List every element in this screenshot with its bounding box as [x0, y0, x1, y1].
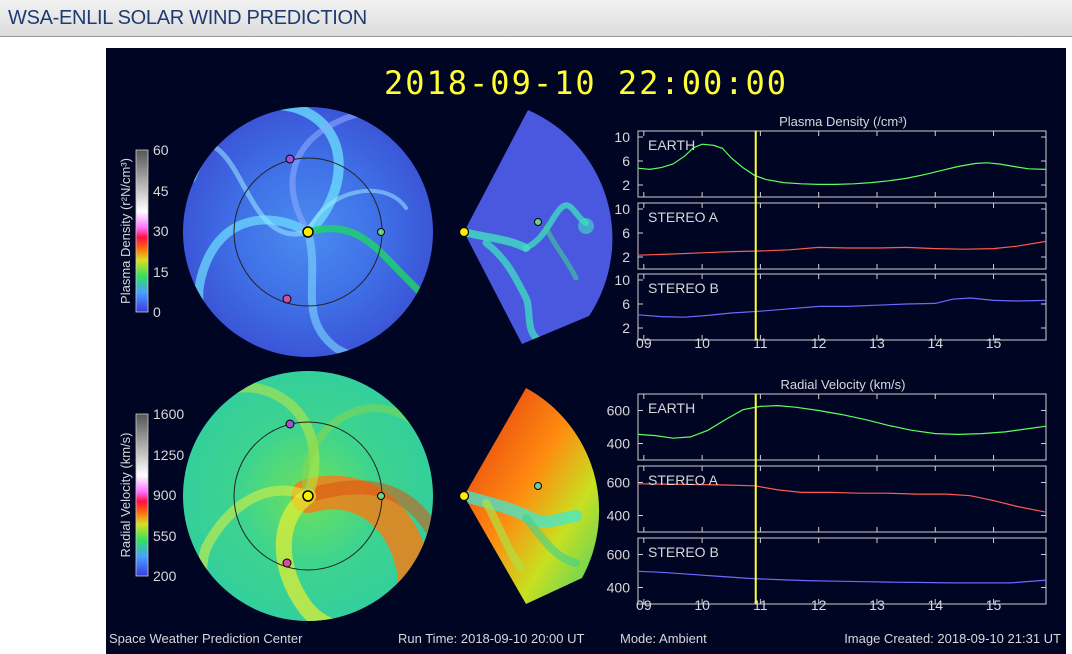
timeseries-charts: 10 6 2 EARTH 10 6 2 STEREO A 10 6 2 STEREO B 09 10 11 1… — [607, 129, 1047, 613]
footer-mode: Mode: Ambient — [620, 631, 707, 646]
y-tick-label: 2 — [622, 177, 630, 193]
x-tick-label: 09 — [636, 597, 652, 613]
density-colorbar-label: Plasma Density (r²N/cm³) — [118, 158, 133, 304]
x-tick-label: 10 — [694, 597, 710, 613]
y-tick-label: 2 — [622, 320, 630, 336]
stereo-b-marker — [282, 294, 292, 304]
series-label: STEREO B — [648, 544, 719, 560]
footer-agency: Space Weather Prediction Center — [109, 631, 303, 646]
x-tick-label: 13 — [869, 335, 885, 351]
x-tick-label: 13 — [869, 597, 885, 613]
timestamp: 2018-09-10 22:00:00 — [384, 64, 788, 102]
density-meridional-wedge — [458, 110, 613, 344]
y-tick-label: 400 — [607, 508, 631, 524]
x-tick-label: 14 — [927, 335, 943, 351]
velocity-colorbar: Radial Velocity (km/s) 1600 1250 900 550… — [118, 406, 184, 584]
x-tick-label: 11 — [753, 597, 768, 613]
series-line-earth — [637, 143, 1047, 185]
density-colorbar: Plasma Density (r²N/cm³) 60 45 30 15 0 — [118, 142, 169, 320]
y-tick-label: 2 — [622, 249, 630, 265]
velocity-ecliptic-disk — [183, 371, 433, 621]
y-tick-label: 600 — [607, 475, 631, 491]
series-line-stereo-b — [637, 297, 1047, 318]
earth-marker — [377, 228, 385, 236]
x-tick-label: 12 — [811, 335, 827, 351]
page-title: WSA-ENLIL SOLAR WIND PREDICTION — [8, 7, 367, 29]
density-chart-title: Plasma Density (/cm³) — [779, 114, 907, 129]
y-tick-label: 10 — [614, 272, 630, 288]
earth-marker — [377, 492, 385, 500]
stereo-b-marker — [282, 558, 292, 568]
velocity-colorbar-label: Radial Velocity (km/s) — [118, 433, 133, 558]
chart-panel-frame — [637, 465, 1047, 533]
sun-marker — [302, 490, 314, 502]
y-tick-label: 6 — [622, 225, 630, 241]
chart-panel-frame — [637, 130, 1047, 198]
y-tick-label: 6 — [622, 153, 630, 169]
series-line-stereo-b — [637, 570, 1047, 584]
stereo-a-marker — [285, 154, 295, 164]
chart-panel-frame — [637, 537, 1047, 605]
velocity-tick: 550 — [153, 528, 177, 544]
density-tick: 30 — [153, 223, 169, 239]
x-tick-label: 15 — [986, 597, 1002, 613]
prediction-image: 2018-09-10 22:00:00 Plasma Density (r²N/… — [106, 48, 1066, 654]
y-tick-label: 6 — [622, 296, 630, 312]
header-bar: WSA-ENLIL SOLAR WIND PREDICTION — [0, 0, 1072, 37]
series-label: STEREO A — [648, 472, 719, 488]
y-tick-label: 10 — [614, 129, 630, 145]
series-label: STEREO B — [648, 280, 719, 296]
prediction-svg: 2018-09-10 22:00:00 Plasma Density (r²N/… — [109, 64, 1061, 646]
y-tick-label: 600 — [607, 403, 631, 419]
footer-image-created: Image Created: 2018-09-10 21:31 UT — [844, 631, 1061, 646]
stereo-a-marker — [285, 419, 295, 429]
x-tick-label: 10 — [694, 335, 710, 351]
density-tick: 60 — [153, 142, 169, 158]
series-line-stereo-a — [637, 483, 1047, 513]
density-tick: 0 — [153, 304, 161, 320]
series-label: EARTH — [648, 400, 695, 416]
x-tick-label: 09 — [636, 335, 652, 351]
velocity-tick: 1250 — [153, 447, 184, 463]
footer-run-time: Run Time: 2018-09-10 20:00 UT — [398, 631, 584, 646]
density-tick: 45 — [153, 183, 169, 199]
series-line-earth — [637, 404, 1047, 439]
velocity-meridional-wedge — [458, 388, 600, 604]
x-tick-label: 11 — [753, 335, 768, 351]
chart-panel-frame — [637, 273, 1047, 341]
density-tick: 15 — [153, 264, 169, 280]
x-tick-label: 12 — [811, 597, 827, 613]
x-tick-label: 14 — [927, 597, 943, 613]
velocity-chart-title: Radial Velocity (km/s) — [781, 377, 906, 392]
velocity-tick: 900 — [153, 487, 177, 503]
chart-panel-frame — [637, 393, 1047, 461]
velocity-tick: 1600 — [153, 406, 184, 422]
series-label: EARTH — [648, 137, 695, 153]
sun-marker — [302, 226, 314, 238]
y-tick-label: 10 — [614, 201, 630, 217]
y-tick-label: 400 — [607, 580, 631, 596]
velocity-tick: 200 — [153, 568, 177, 584]
y-tick-label: 600 — [607, 547, 631, 563]
series-line-stereo-a — [637, 240, 1047, 256]
series-label: STEREO A — [648, 209, 719, 225]
y-tick-label: 400 — [607, 436, 631, 452]
density-ecliptic-disk — [183, 107, 433, 357]
x-tick-label: 15 — [986, 335, 1002, 351]
chart-panel-frame — [637, 202, 1047, 270]
